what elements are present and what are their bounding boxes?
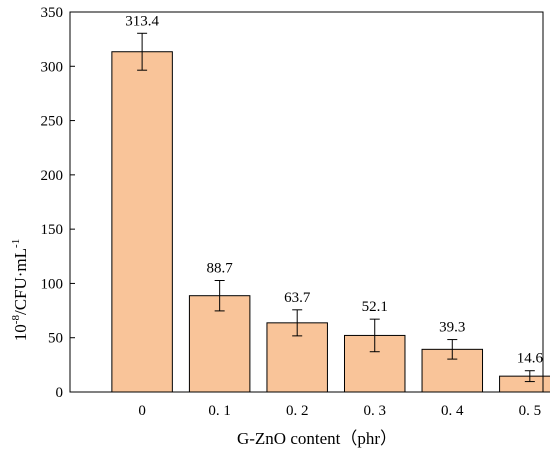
- data-label: 39.3: [439, 320, 465, 336]
- y-tick-label: 250: [41, 114, 64, 130]
- error-bar: [524, 370, 535, 383]
- error-bar: [292, 309, 303, 337]
- y-tick-label: 200: [41, 168, 64, 184]
- x-tick-label: 0. 4: [441, 403, 464, 419]
- error-bar: [214, 279, 225, 312]
- x-axis-title: G-ZnO content（phr）: [237, 429, 397, 448]
- x-tick-label: 0. 2: [286, 403, 309, 419]
- x-tick-label: 0. 1: [208, 403, 231, 419]
- y-tick-label: 350: [41, 5, 64, 21]
- data-label: 88.7: [207, 260, 234, 276]
- x-tick-label: 0. 5: [519, 403, 542, 419]
- data-label: 313.4: [125, 13, 159, 29]
- bar: [499, 375, 550, 393]
- bar: [111, 51, 173, 393]
- data-label: 14.6: [517, 351, 544, 367]
- y-axis-title: 10-8/CFU·mL-1: [10, 239, 30, 341]
- plot-frame: [69, 11, 544, 393]
- bars: 313.4 88.7 63.7 52.1 39.3 14.6: [111, 13, 550, 393]
- bar: [188, 295, 251, 393]
- y-ticks: 0 50 100 150 200 250 300 350: [41, 5, 75, 401]
- error-bar: [369, 318, 380, 353]
- data-label: 52.1: [362, 299, 388, 315]
- error-bar: [137, 32, 148, 71]
- data-label: 63.7: [284, 290, 311, 306]
- y-tick-label: 300: [41, 59, 64, 75]
- x-tick-label: 0. 3: [363, 403, 386, 419]
- y-tick-label: 100: [41, 276, 64, 292]
- x-tick-label: 0: [138, 403, 146, 419]
- error-bar: [447, 339, 458, 360]
- y-tick-label: 150: [41, 222, 64, 238]
- y-tick-label: 50: [48, 331, 63, 347]
- y-tick-label: 0: [56, 385, 64, 401]
- x-ticks: 0 0. 1 0. 2 0. 3 0. 4 0. 5: [138, 403, 541, 419]
